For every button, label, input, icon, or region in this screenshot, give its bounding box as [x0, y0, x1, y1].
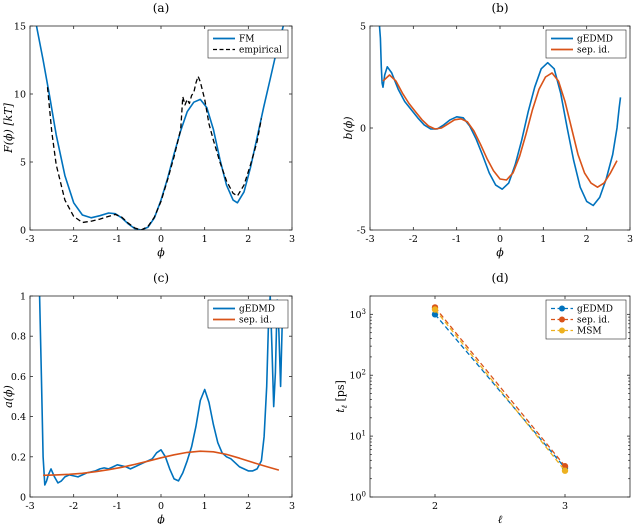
x-tick-label: 3 [562, 501, 568, 512]
x-tick-label: -2 [69, 234, 78, 245]
y-tick-label: 100 [349, 491, 366, 504]
x-tick-label: 1 [202, 501, 208, 512]
series-line-sep-id- [382, 72, 618, 188]
legend-label: sep. id. [577, 316, 610, 326]
y-axis-label: a(ϕ) [2, 385, 15, 408]
x-axis-label: ℓ [498, 513, 503, 524]
x-tick-label: 3 [627, 234, 633, 245]
data-point [561, 467, 569, 474]
legend-label: gEDMD [239, 305, 275, 315]
x-tick-label: -2 [69, 501, 78, 512]
x-tick-label: 2 [245, 501, 251, 512]
legend-label: FM [239, 35, 254, 45]
x-tick-label: -3 [25, 234, 34, 245]
y-axis-label: b(ϕ) [342, 116, 355, 139]
legend-label: gEDMD [577, 305, 613, 315]
x-tick-label: -3 [365, 234, 374, 245]
legend-marker [559, 305, 565, 312]
y-tick-label: 5 [360, 22, 366, 33]
data-point [431, 306, 439, 313]
x-tick-label: 2 [584, 234, 590, 245]
chart-title: (c) [153, 271, 169, 285]
legend-box [207, 29, 289, 59]
y-tick-label: 1 [20, 292, 26, 303]
chart-title: (a) [153, 1, 170, 15]
x-axis-label: ϕ [496, 246, 504, 259]
y-tick-label: 5 [20, 158, 26, 169]
x-tick-label: -3 [25, 501, 34, 512]
x-tick-label: -1 [113, 234, 122, 245]
data-point [431, 311, 439, 318]
y-tick-label: 10 [14, 90, 26, 101]
x-tick-label: 1 [540, 234, 546, 245]
y-tick-label: 102 [349, 369, 366, 382]
y-tick-label: 0.6 [11, 372, 26, 383]
y-tick-label: 15 [14, 22, 26, 33]
x-tick-label: -1 [452, 234, 461, 245]
y-tick-label: 0 [20, 226, 26, 237]
x-tick-label: 1 [202, 234, 208, 245]
y-axis-label: tℓ [ps] [334, 380, 349, 413]
y-tick-label: 103 [349, 308, 366, 321]
chart-title: (b) [491, 1, 508, 15]
y-tick-label: 0.4 [11, 412, 26, 423]
y-tick-label: 0 [20, 493, 26, 504]
x-tick-label: 2 [245, 234, 251, 245]
x-tick-label: 2 [432, 501, 438, 512]
x-tick-label: -1 [113, 501, 122, 512]
x-tick-label: -2 [409, 234, 418, 245]
legend-box [207, 299, 289, 329]
x-tick-label: 3 [289, 501, 295, 512]
legend-label: sep. id. [239, 316, 272, 326]
y-tick-label: 0 [360, 124, 366, 135]
legend-marker [559, 316, 565, 323]
legend-box [545, 29, 627, 59]
plot-frame [369, 295, 631, 498]
legend-marker [559, 327, 565, 334]
legend-label: sep. id. [577, 46, 610, 56]
x-tick-label: 0 [158, 501, 164, 512]
legend-label: gEDMD [577, 35, 613, 45]
chart-title: (d) [491, 271, 508, 285]
y-tick-label: 0.8 [11, 332, 26, 343]
x-tick-label: 0 [497, 234, 503, 245]
y-tick-label: 101 [349, 430, 366, 443]
series-line-empirical [46, 75, 263, 230]
y-tick-label: -5 [357, 226, 366, 237]
legend-label: empirical [239, 46, 282, 56]
x-axis-label: ϕ [157, 246, 165, 259]
x-tick-label: 3 [289, 234, 295, 245]
chart-panel-c: (c) -3 -2 -1 0 1 2 3 0 0.2 0.4 0.6 0.8 1 ϕ a(ϕ) gEDMDsep… [2, 271, 295, 524]
y-tick-label: 0.2 [11, 452, 26, 463]
y-axis-label: F(ϕ) [kT] [2, 102, 15, 154]
series-line-msm [434, 309, 566, 472]
series-line-sep-id- [43, 450, 280, 477]
series-line-sep-id- [434, 306, 566, 467]
x-axis-label: ϕ [157, 513, 165, 524]
legend-label: MSM [577, 327, 602, 337]
x-tick-label: 0 [158, 234, 164, 245]
